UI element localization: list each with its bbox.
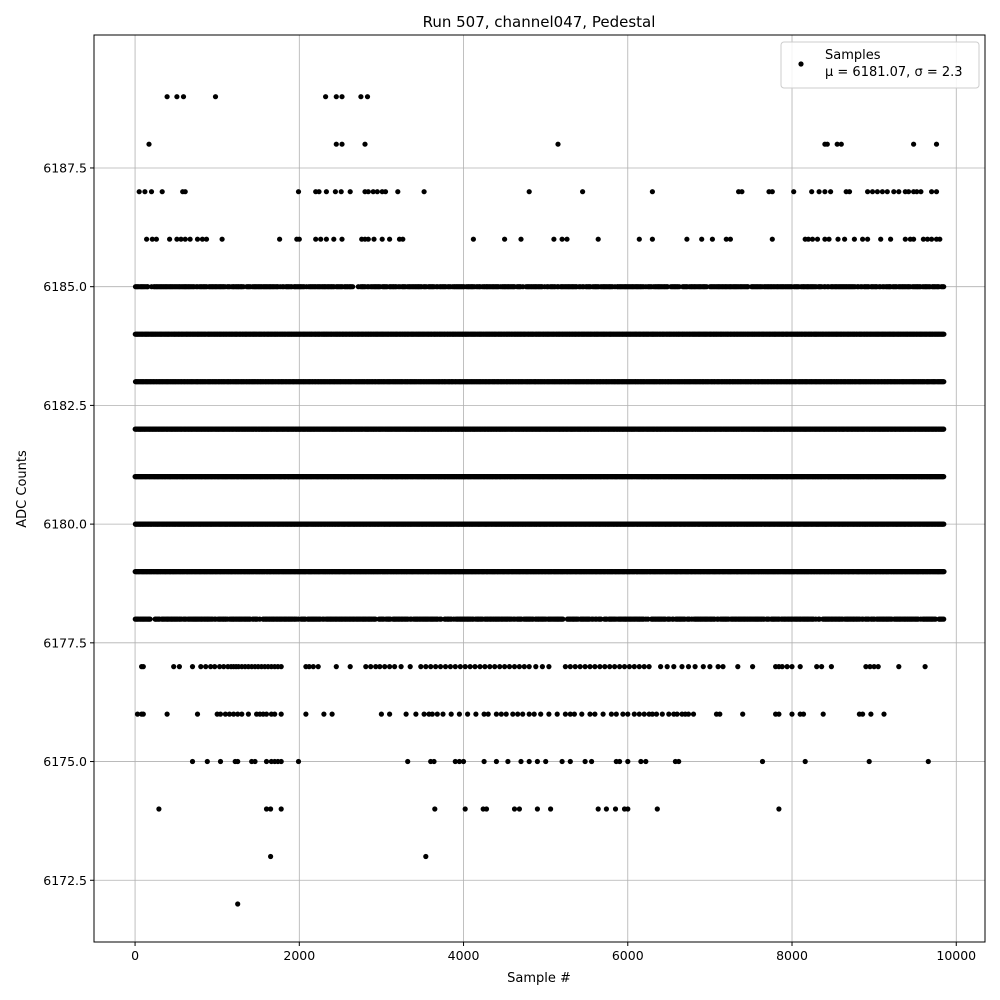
- data-point: [932, 616, 939, 622]
- data-point: [941, 569, 947, 575]
- data-point: [941, 616, 947, 622]
- data-point: [372, 616, 378, 622]
- data-point: [147, 616, 153, 622]
- data-point: [560, 616, 566, 622]
- data-point: [941, 474, 947, 480]
- data-point: [438, 616, 444, 622]
- data-points: [132, 94, 947, 907]
- chart-title: Run 507, channel047, Pedestal: [423, 13, 656, 31]
- data-point: [941, 521, 947, 527]
